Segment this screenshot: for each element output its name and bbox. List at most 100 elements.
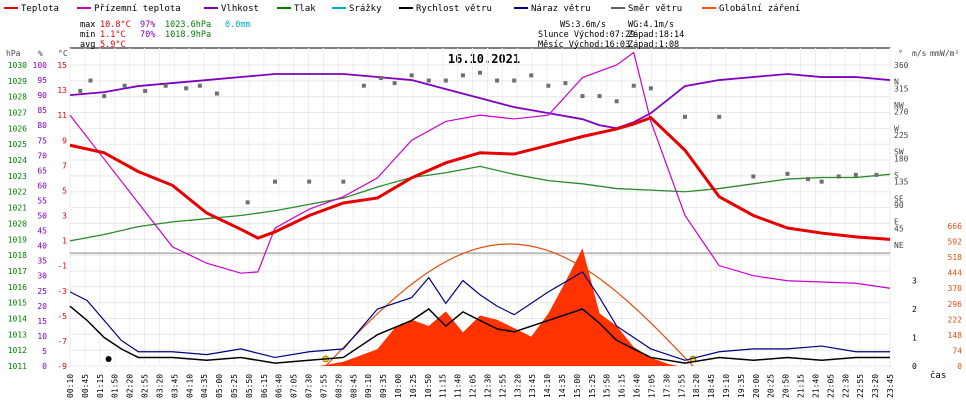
- hpa-tick-10: 1020: [8, 219, 27, 228]
- axis-unit-dir: °: [898, 49, 903, 58]
- x-tick-10: 05:00: [215, 374, 224, 398]
- x-tick-46: 20:00: [752, 374, 761, 398]
- wind-dir-point-13: [361, 83, 366, 88]
- wm-tick-1: 592: [948, 238, 963, 247]
- dir-tick-6: 225: [894, 131, 909, 140]
- hpa-tick-8: 1022: [8, 188, 27, 197]
- legend-label-1: Přízemní teplota: [94, 4, 181, 14]
- wind-dir-point-11: [307, 179, 312, 184]
- hpa-tick-9: 1021: [8, 204, 27, 213]
- x-tick-36: 15:50: [603, 374, 612, 398]
- x-tick-22: 10:00: [394, 374, 403, 398]
- x-tick-31: 13:45: [528, 374, 537, 398]
- pct-tick-12: 40: [37, 242, 47, 251]
- x-tick-42: 18:20: [692, 374, 701, 398]
- x-tick-2: 01:15: [96, 374, 105, 398]
- stat-min-hum: 70%: [140, 30, 155, 40]
- wind-dir-point-17: [426, 78, 431, 83]
- x-tick-38: 16:40: [633, 374, 642, 398]
- hpa-tick-3: 1027: [8, 109, 27, 118]
- x-tick-35: 15:25: [588, 374, 597, 398]
- dir-tick-1: N: [894, 78, 899, 87]
- astro-sun: Slunce Východ:07:29: [538, 30, 635, 40]
- series-ground-temp: [69, 51, 891, 289]
- x-tick-15: 07:05: [290, 374, 299, 398]
- x-tick-11: 05:25: [230, 374, 239, 398]
- legend: Teplota Přízemní teplota Vlhkost Tlak Srážky…: [4, 4, 800, 14]
- wind-dir-point-16: [409, 73, 414, 78]
- axis-unit-mm: mm: [930, 49, 940, 58]
- astro-moon-set: Západ:1:08: [628, 40, 679, 50]
- dir-tick-15: NE: [894, 241, 904, 250]
- wind-dir-point-20: [478, 70, 482, 75]
- dir-tick-10: 135: [894, 178, 909, 187]
- pct-tick-7: 65: [37, 166, 47, 175]
- x-tick-14: 06:40: [275, 374, 284, 398]
- wind-dir-point-37: [836, 174, 841, 179]
- x-tick-55: 23:45: [886, 374, 895, 398]
- pct-tick-17: 15: [37, 317, 47, 326]
- wm-tick-3: 444: [948, 269, 963, 278]
- wind-dir-point-21: [495, 78, 500, 83]
- axis-unit-c: °C: [58, 49, 68, 58]
- wind-dir-point-15: [392, 81, 397, 86]
- c-tick-3: 9: [62, 136, 67, 145]
- pct-tick-15: 25: [37, 287, 47, 296]
- x-tick-5: 02:55: [141, 374, 150, 398]
- moonset-marker: [105, 356, 112, 362]
- wind-dir-point-30: [648, 86, 653, 91]
- x-tick-50: 21:40: [811, 374, 820, 398]
- dir-tick-7: SW: [894, 148, 904, 157]
- wind-dir-point-38: [853, 172, 858, 177]
- gridlines: [69, 48, 891, 367]
- pct-tick-2: 90: [37, 91, 47, 100]
- hpa-tick-4: 1026: [8, 124, 27, 133]
- x-tick-8: 04:10: [185, 374, 194, 398]
- stat-min-temp: 1.1°C: [100, 30, 126, 40]
- x-tick-4: 02:20: [126, 374, 135, 398]
- legend-label-4: Srážky: [349, 4, 382, 14]
- wind-dir-point-8: [214, 91, 219, 96]
- pct-tick-8: 60: [37, 181, 47, 190]
- hpa-tick-14: 1016: [8, 283, 27, 292]
- stat-precip: 0.0mm: [225, 20, 251, 30]
- hpa-tick-18: 1012: [8, 346, 27, 355]
- stat-max-label: max: [80, 20, 95, 30]
- x-tick-9: 04:35: [200, 374, 209, 398]
- dir-tick-9: S: [894, 171, 899, 180]
- x-tick-53: 22:55: [856, 374, 865, 398]
- x-tick-18: 08:20: [334, 374, 343, 398]
- wm-tick-9: 0: [957, 362, 962, 371]
- x-tick-39: 17:05: [647, 374, 656, 398]
- x-tick-43: 18:45: [707, 374, 716, 398]
- pct-tick-6: 70: [37, 151, 47, 160]
- wind-dir-point-39: [874, 172, 879, 177]
- wm-tick-0: 666: [948, 222, 963, 231]
- hpa-tick-13: 1017: [8, 267, 27, 276]
- hpa-tick-7: 1023: [8, 172, 27, 181]
- c-tick-12: -9: [57, 362, 67, 371]
- hpa-tick-2: 1028: [8, 93, 27, 102]
- wind-dir-point-2: [102, 94, 107, 99]
- x-tick-47: 20:25: [767, 374, 776, 398]
- c-tick-7: 1: [62, 237, 67, 246]
- stat-min-label: min: [80, 30, 95, 40]
- wind-dir-point-14: [378, 75, 383, 80]
- wind-dir-point-23: [529, 73, 534, 78]
- wind-dir-point-33: [751, 174, 756, 179]
- wind-dir-point-32: [717, 114, 722, 119]
- series-humidity: [69, 73, 891, 130]
- x-tick-17: 07:55: [319, 374, 328, 398]
- series-pressure: [69, 165, 891, 242]
- stat-avg-temp: 5.9°C: [100, 40, 126, 50]
- dir-tick-3: NW: [894, 101, 904, 110]
- x-axis-title: čas: [930, 370, 946, 381]
- pct-tick-0: 100: [33, 61, 48, 70]
- c-tick-1: 13: [57, 86, 67, 95]
- series-radiation: [319, 248, 679, 366]
- legend-label-7: Směr větru: [628, 4, 682, 14]
- pct-tick-20: 0: [42, 362, 47, 371]
- x-tick-33: 14:35: [558, 374, 567, 398]
- statistics-block: max 10.8°C 97% 1023.6hPa 0.0mm min 1.1°C…: [80, 20, 684, 50]
